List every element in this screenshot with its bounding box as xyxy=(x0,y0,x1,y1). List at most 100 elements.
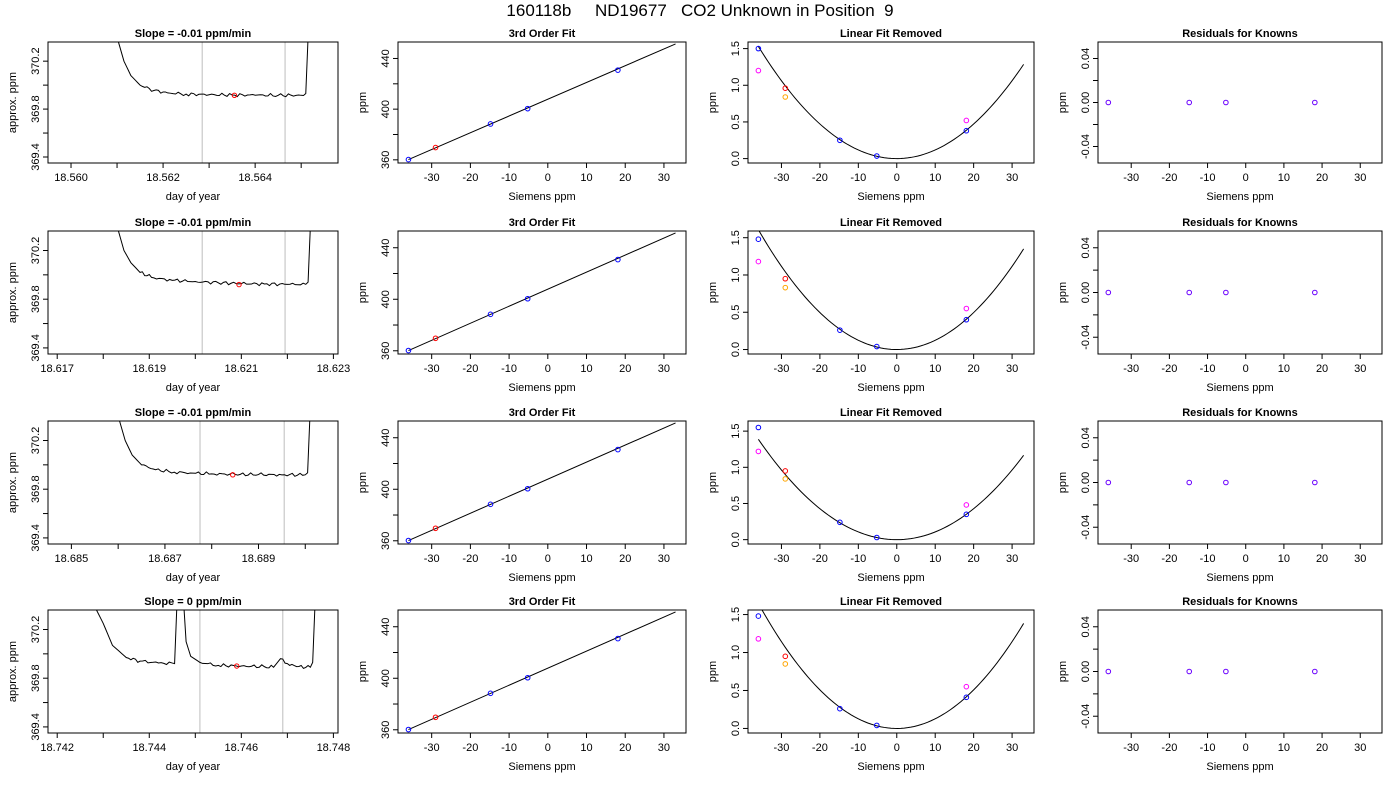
concentration-trace xyxy=(119,421,311,477)
y-tick-label: 370.2 xyxy=(30,427,42,455)
x-tick-label: -30 xyxy=(773,742,789,754)
y-tick-label: 440 xyxy=(380,49,392,67)
data-point xyxy=(782,284,789,291)
x-tick-label: 10 xyxy=(1278,172,1290,184)
concentration-trace xyxy=(95,610,316,669)
y-tick-label: 360 xyxy=(380,721,392,739)
fit-curve xyxy=(758,231,1025,351)
x-tick-label: 0 xyxy=(545,742,551,754)
y-tick-label: 370.2 xyxy=(30,47,42,75)
y-axis-label: approx. ppm xyxy=(7,262,19,323)
x-axis-label: Siemens ppm xyxy=(1206,382,1273,394)
y-tick-label: 369.4 xyxy=(30,143,42,171)
x-tick-label: 0 xyxy=(1243,742,1249,754)
x-tick-label: 18.687 xyxy=(148,553,182,565)
x-tick-label: -10 xyxy=(1200,172,1216,184)
y-tick-label: -0.04 xyxy=(1080,325,1092,350)
x-axis-label: Siemens ppm xyxy=(857,191,924,203)
data-point xyxy=(1223,479,1229,486)
y-tick-label: 0.00 xyxy=(1080,661,1092,682)
y-tick-label: 0.04 xyxy=(1080,616,1092,637)
data-point xyxy=(432,525,439,532)
y-tick-label: 369.8 xyxy=(30,285,42,313)
plot-frame xyxy=(397,230,687,355)
y-tick-label: 369.4 xyxy=(30,524,42,552)
y-tick-label: 0.0 xyxy=(730,721,742,736)
x-tick-label: 30 xyxy=(658,553,670,565)
subplot-third-order-fit-1: 3rd Order Fit -30 -20 -10 0 10 20 30 360 400 440 Si… xyxy=(357,28,687,203)
y-tick-label: 0.0 xyxy=(730,151,742,166)
data-point xyxy=(755,636,762,642)
y-axis-label: ppm xyxy=(707,661,719,682)
y-tick-label: 369.4 xyxy=(30,713,42,741)
panel-title: Residuals for Knowns xyxy=(1182,596,1298,608)
subplot-residuals-4: Residuals for Knowns -30 -20 -10 0 10 20 30 -0.0… xyxy=(1057,596,1383,773)
x-axis-label: Siemens ppm xyxy=(508,191,575,203)
y-tick-label: 369.4 xyxy=(30,334,42,362)
y-tick-label: 369.8 xyxy=(30,475,42,503)
data-point xyxy=(755,45,762,52)
x-tick-label: 20 xyxy=(968,363,980,375)
data-layer xyxy=(755,45,1025,160)
y-tick-label: 1.0 xyxy=(730,78,742,93)
x-tick-label: 20 xyxy=(968,553,980,565)
y-tick-label: 1.5 xyxy=(730,230,742,245)
x-tick-label: 30 xyxy=(1354,742,1366,754)
x-tick-label: -10 xyxy=(850,553,866,565)
subplot-time-series-3: Slope = -0.01 ppm/min 18.685 18.687 18.689 3… xyxy=(7,407,339,584)
y-tick-label: 1.5 xyxy=(730,41,742,56)
y-tick-label: 0.5 xyxy=(730,683,742,698)
x-tick-label: 18.742 xyxy=(40,742,74,754)
x-tick-label: -20 xyxy=(1161,363,1177,375)
y-axis-label: approx. ppm xyxy=(7,641,19,702)
mean-point xyxy=(234,663,240,669)
plot-frame xyxy=(1097,609,1383,734)
data-point xyxy=(963,127,970,134)
x-tick-label: 18.562 xyxy=(146,172,180,184)
x-tick-label: -10 xyxy=(501,742,517,754)
y-axis-label: ppm xyxy=(1057,92,1069,113)
y-tick-label: 1.5 xyxy=(730,423,742,438)
data-point xyxy=(837,705,843,712)
subplot-third-order-fit-4: 3rd Order Fit -30 -20 -10 0 10 20 30 360 400 440 Si… xyxy=(357,596,687,773)
x-tick-label: 30 xyxy=(1006,172,1018,184)
fit-line xyxy=(408,43,676,161)
x-tick-label: 10 xyxy=(1278,363,1290,375)
data-point xyxy=(755,424,762,431)
y-tick-label: 0.5 xyxy=(730,496,742,511)
data-point xyxy=(755,448,762,455)
data-point xyxy=(524,485,531,492)
panel-title: Slope = -0.01 ppm/min xyxy=(135,217,252,229)
subplot-time-series-4: Slope = 0 ppm/min 18.742 18.744 18.746 18.74… xyxy=(7,596,350,773)
x-tick-label: 18.748 xyxy=(317,742,351,754)
fit-line xyxy=(408,422,676,541)
x-axis-label: Siemens ppm xyxy=(857,382,924,394)
x-tick-label: 18.619 xyxy=(132,363,166,375)
subplot-residuals-2: Residuals for Knowns -30 -20 -10 0 10 20 30 -0.0… xyxy=(1057,217,1383,394)
x-tick-label: -10 xyxy=(1200,363,1216,375)
data-point xyxy=(1105,668,1112,675)
data-point xyxy=(963,683,970,690)
data-point xyxy=(1186,479,1193,486)
y-tick-label: 369.8 xyxy=(30,95,42,123)
data-point xyxy=(873,722,880,729)
y-tick-label: 360 xyxy=(380,342,392,360)
y-tick-label: -0.04 xyxy=(1080,704,1092,729)
x-tick-label: 0 xyxy=(894,172,900,184)
y-tick-label: 1.0 xyxy=(730,267,742,282)
x-tick-label: 18.623 xyxy=(317,363,351,375)
data-layer xyxy=(117,42,309,163)
subplot-linear-fit-removed-1: Linear Fit Removed -30 -20 -10 0 10 20 30 0.0 0.5… xyxy=(707,28,1035,203)
data-point xyxy=(487,311,494,318)
y-axis-label: ppm xyxy=(1057,282,1069,303)
data-point xyxy=(1223,99,1229,106)
y-axis-label: ppm xyxy=(357,282,369,303)
y-tick-label: 1.5 xyxy=(730,607,742,622)
x-tick-label: 30 xyxy=(1354,172,1366,184)
y-axis-label: ppm xyxy=(357,661,369,682)
data-point xyxy=(1105,99,1112,106)
x-tick-label: -20 xyxy=(812,742,828,754)
x-tick-label: -30 xyxy=(424,742,440,754)
x-tick-label: -10 xyxy=(1200,742,1216,754)
subplot-residuals-3: Residuals for Knowns -30 -20 -10 0 10 20 30 -0.0… xyxy=(1057,407,1383,584)
